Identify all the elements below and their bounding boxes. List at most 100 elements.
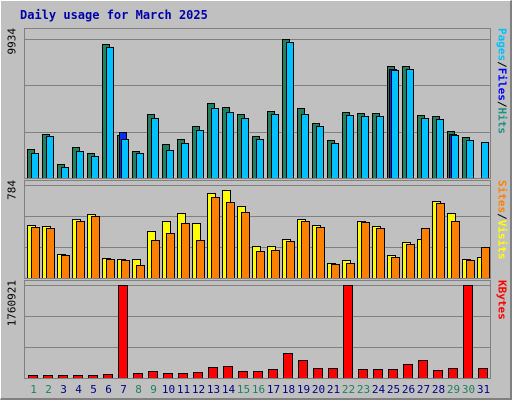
pages-bar — [31, 153, 39, 178]
pages-bar — [301, 114, 309, 178]
pages-bar — [481, 142, 489, 178]
sites-bar — [466, 260, 475, 278]
kbytes-bar — [388, 369, 398, 378]
day-tick-label: 19 — [296, 383, 311, 396]
pages-bar — [376, 116, 384, 178]
day-tick-label: 24 — [371, 383, 386, 396]
day-axis: 1 2 3 4 5 6 7 8 9 10 11 12 13 14 15 16 17 18 19 20 21 22 23 24 2… — [24, 381, 491, 397]
pages-bar — [151, 118, 159, 178]
kbytes-bar — [238, 371, 248, 378]
kbytes-bar — [178, 373, 188, 378]
sites-bar — [316, 227, 325, 278]
day-tick-label: 4 — [75, 383, 82, 396]
pages-bar — [76, 151, 84, 178]
pages-bar — [421, 118, 429, 178]
visits-sites-plot — [25, 185, 490, 278]
hits-files-pages-panel — [24, 28, 491, 179]
pages-bar — [361, 116, 369, 178]
sites-bar — [91, 216, 100, 278]
pages-bar — [241, 118, 249, 178]
sites-bar — [481, 247, 490, 278]
day-tick-label: 26 — [401, 383, 416, 396]
sites-bar — [151, 240, 160, 278]
pages-bar — [466, 140, 474, 178]
day-tick-label: 29 — [446, 383, 461, 396]
kbytes-bar — [328, 368, 338, 378]
day-tick-label: 2 — [45, 383, 52, 396]
sites-bar — [61, 255, 70, 278]
legend-pages: Pages — [495, 28, 509, 62]
legend-hits-files-pages: Pages/Files/Hits — [493, 28, 511, 179]
day-tick-label: 5 — [90, 383, 97, 396]
kbytes-bar — [73, 375, 83, 378]
day-tick-label: 25 — [386, 383, 401, 396]
kbytes-bar — [28, 375, 38, 378]
pages-bar — [331, 143, 339, 178]
pages-bar — [181, 143, 189, 178]
sites-bar — [31, 227, 40, 278]
kbytes-bar — [253, 371, 263, 378]
pages-bar — [436, 119, 444, 178]
pages-bar — [256, 139, 264, 178]
sites-bar — [241, 212, 250, 278]
day-tick-label: 3 — [60, 383, 67, 396]
sites-bar — [256, 251, 265, 278]
kbytes-bar — [358, 369, 368, 378]
sites-bar — [451, 221, 460, 278]
kbytes-bar — [163, 373, 173, 378]
kbytes-bar — [118, 285, 128, 378]
day-tick-label: 23 — [356, 383, 371, 396]
sites-bar — [361, 222, 370, 278]
day-tick-label: 30 — [461, 383, 476, 396]
sites-bar — [346, 263, 355, 278]
kbytes-bar — [223, 366, 233, 378]
kbytes-bar — [418, 360, 428, 378]
sites-bar — [301, 221, 310, 278]
pages-bar — [391, 70, 399, 178]
kbytes-bar — [193, 372, 203, 378]
legend-files: Files — [495, 67, 509, 101]
day-tick-label: 22 — [341, 383, 356, 396]
day-tick-label: 16 — [251, 383, 266, 396]
sites-bar — [181, 223, 190, 278]
day-tick-label: 6 — [105, 383, 112, 396]
legend-visits-sites: Sites/Visits — [493, 180, 511, 279]
pages-bar — [136, 153, 144, 178]
day-tick-label: 10 — [161, 383, 176, 396]
kbytes-bar — [448, 368, 458, 378]
sites-bar — [121, 260, 130, 278]
visits-sites-panel — [24, 180, 491, 279]
pages-bar — [286, 42, 294, 178]
kbytes-bar — [148, 371, 158, 378]
kbytes-bar — [133, 373, 143, 378]
legend-kbytes-group: KBytes — [493, 280, 511, 379]
pages-bar — [226, 112, 234, 178]
legend-separator: / — [495, 213, 509, 220]
legend-visits: Visits — [495, 219, 509, 260]
day-tick-label: 18 — [281, 383, 296, 396]
sites-bar — [391, 257, 400, 278]
sites-bar — [376, 228, 385, 278]
pages-bar — [166, 150, 174, 178]
day-tick-label: 28 — [431, 383, 446, 396]
pages-bar — [121, 139, 129, 178]
day-tick-label: 7 — [120, 383, 127, 396]
kbytes-bar — [283, 353, 293, 378]
legend-separator: / — [495, 100, 509, 108]
day-tick-label: 12 — [191, 383, 206, 396]
sites-bar — [286, 241, 295, 278]
kbytes-bar — [43, 375, 53, 378]
sites-bar — [406, 244, 415, 278]
kbytes-bar — [103, 374, 113, 378]
day-tick-label: 20 — [311, 383, 326, 396]
kbytes-bar — [208, 367, 218, 378]
pages-bar — [46, 136, 54, 178]
pages-bar — [211, 108, 219, 178]
sites-bar — [76, 221, 85, 278]
sites-bar — [436, 203, 445, 278]
kbytes-bar — [463, 285, 473, 378]
kbytes-ymax-label: 1760921 — [5, 280, 19, 327]
pages-bar — [196, 130, 204, 178]
sites-bar — [421, 228, 430, 278]
